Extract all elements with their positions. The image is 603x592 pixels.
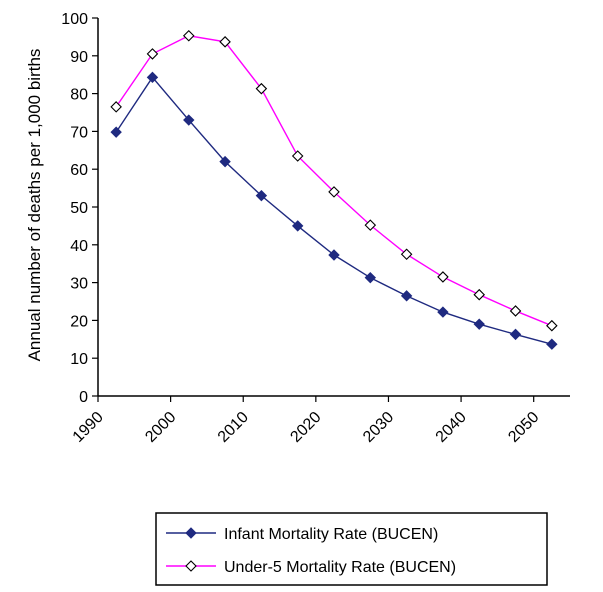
data-point (328, 186, 340, 198)
data-point (219, 36, 231, 48)
y-ticks: 0 10 20 30 40 50 60 70 80 90 100 (61, 11, 98, 406)
legend-marker (185, 560, 197, 572)
data-point (546, 319, 558, 332)
series-line (115, 35, 553, 327)
legend-entry: Under-5 Mortality Rate (BUCEN) (166, 559, 456, 576)
y-tick-label: 70 (70, 124, 88, 141)
y-tick-label: 30 (70, 276, 88, 293)
y-tick-label: 50 (70, 200, 88, 217)
legend-entry: Infant Mortality Rate (BUCEN) (166, 526, 438, 543)
y-tick-label: 80 (70, 87, 88, 104)
legend-label: Infant Mortality Rate (BUCEN) (224, 526, 438, 543)
data-point (509, 328, 522, 341)
legend-box (155, 512, 548, 586)
data-point (146, 48, 159, 60)
series-layer (110, 29, 558, 350)
x-ticks: 1990 2000 2010 2020 2030 2040 2050 (70, 396, 543, 446)
x-tick-label: 2030 (360, 409, 397, 446)
series-under5-mortality (110, 29, 558, 332)
y-tick-label: 20 (70, 313, 88, 330)
data-point (400, 290, 413, 302)
x-tick-label: 2000 (142, 409, 179, 446)
y-tick-label: 40 (70, 238, 88, 255)
x-tick-label: 2010 (215, 409, 252, 446)
data-point (437, 306, 449, 318)
y-tick-label: 90 (70, 49, 88, 66)
y-axis-title: Annual number of deaths per 1,000 births (25, 49, 44, 362)
y-axis-title-group: Annual number of deaths per 1,000 births (25, 49, 44, 362)
data-point (437, 271, 449, 283)
data-point (182, 29, 195, 42)
y-tick-label: 10 (70, 351, 88, 368)
data-point (364, 219, 377, 231)
x-tick-label: 2040 (433, 409, 470, 446)
data-point (255, 82, 268, 95)
y-tick-label: 0 (79, 389, 88, 406)
data-point (509, 305, 522, 317)
series-line (115, 76, 553, 345)
data-point (328, 249, 340, 261)
y-tick-label: 100 (61, 11, 88, 28)
data-point (364, 271, 377, 284)
data-point (183, 114, 195, 126)
data-point (291, 220, 304, 232)
data-point (255, 189, 268, 202)
data-point (110, 126, 122, 138)
data-point (291, 150, 304, 162)
series-infant-mortality (110, 71, 558, 350)
data-point (473, 288, 486, 301)
x-tick-label: 1990 (70, 409, 107, 446)
legend-marker (185, 527, 197, 539)
x-tick-label: 2050 (505, 409, 542, 446)
data-point (219, 155, 231, 168)
data-point (110, 101, 122, 113)
x-tick-label: 2020 (287, 409, 324, 446)
legend-label: Under-5 Mortality Rate (BUCEN) (224, 559, 456, 576)
data-point (400, 248, 413, 261)
data-point (546, 338, 558, 350)
data-point (473, 318, 485, 330)
data-point (146, 71, 159, 84)
legend: Infant Mortality Rate (BUCEN) Under-5 Mor… (155, 512, 548, 586)
y-tick-label: 60 (70, 162, 88, 179)
